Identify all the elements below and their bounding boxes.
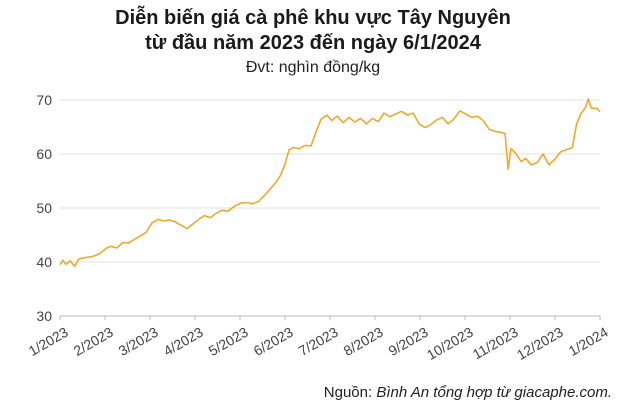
source-note: Nguồn: Bình An tổng hợp từ giacaphe.com. xyxy=(324,384,612,402)
chart-title-line-2: từ đầu năm 2023 đến ngày 6/1/2024 xyxy=(145,32,481,54)
y-tick-label: 70 xyxy=(36,92,52,108)
y-tick-label: 50 xyxy=(36,200,52,216)
x-tick-label: 12/2023 xyxy=(514,324,566,363)
x-tick-label: 11/2023 xyxy=(470,324,521,363)
y-tick-label: 60 xyxy=(36,146,52,162)
y-axis-ticks: 30 40 50 60 70 xyxy=(36,92,52,324)
source-prefix: Nguồn: xyxy=(323,384,377,401)
y-tick-label: 30 xyxy=(36,308,52,324)
x-tick-label: 6/2023 xyxy=(251,324,296,359)
x-tick-label: 9/2023 xyxy=(386,324,431,359)
x-axis-ticks: 1/2023 2/2023 3/2023 4/2023 5/2023 6/2023 7/20… xyxy=(26,316,611,363)
x-tick-label: 1/2024 xyxy=(566,324,611,359)
x-tick-label: 7/2023 xyxy=(296,324,341,359)
price-line xyxy=(59,98,601,268)
x-tick-label: 1/2023 xyxy=(26,324,71,359)
chart-unit: Đvt: nghìn đồng/kg xyxy=(245,59,381,76)
y-tick-label: 40 xyxy=(36,254,52,270)
grid-lines xyxy=(60,99,600,317)
x-tick-label: 5/2023 xyxy=(206,324,251,359)
source-text: Bình An tổng hợp từ giacaphe.com. xyxy=(376,384,612,401)
chart-title-line-1: Diễn biến giá cà phê khu vực Tây Nguyên xyxy=(115,7,511,29)
x-tick-label: 4/2023 xyxy=(161,324,206,359)
x-tick-label: 2/2023 xyxy=(71,324,116,359)
x-tick-label: 8/2023 xyxy=(341,324,386,359)
x-tick-label: 3/2023 xyxy=(116,324,161,359)
x-tick-label: 10/2023 xyxy=(424,324,476,363)
chart-title: Diễn biến giá cà phê khu vực Tây Nguyên … xyxy=(0,6,626,56)
